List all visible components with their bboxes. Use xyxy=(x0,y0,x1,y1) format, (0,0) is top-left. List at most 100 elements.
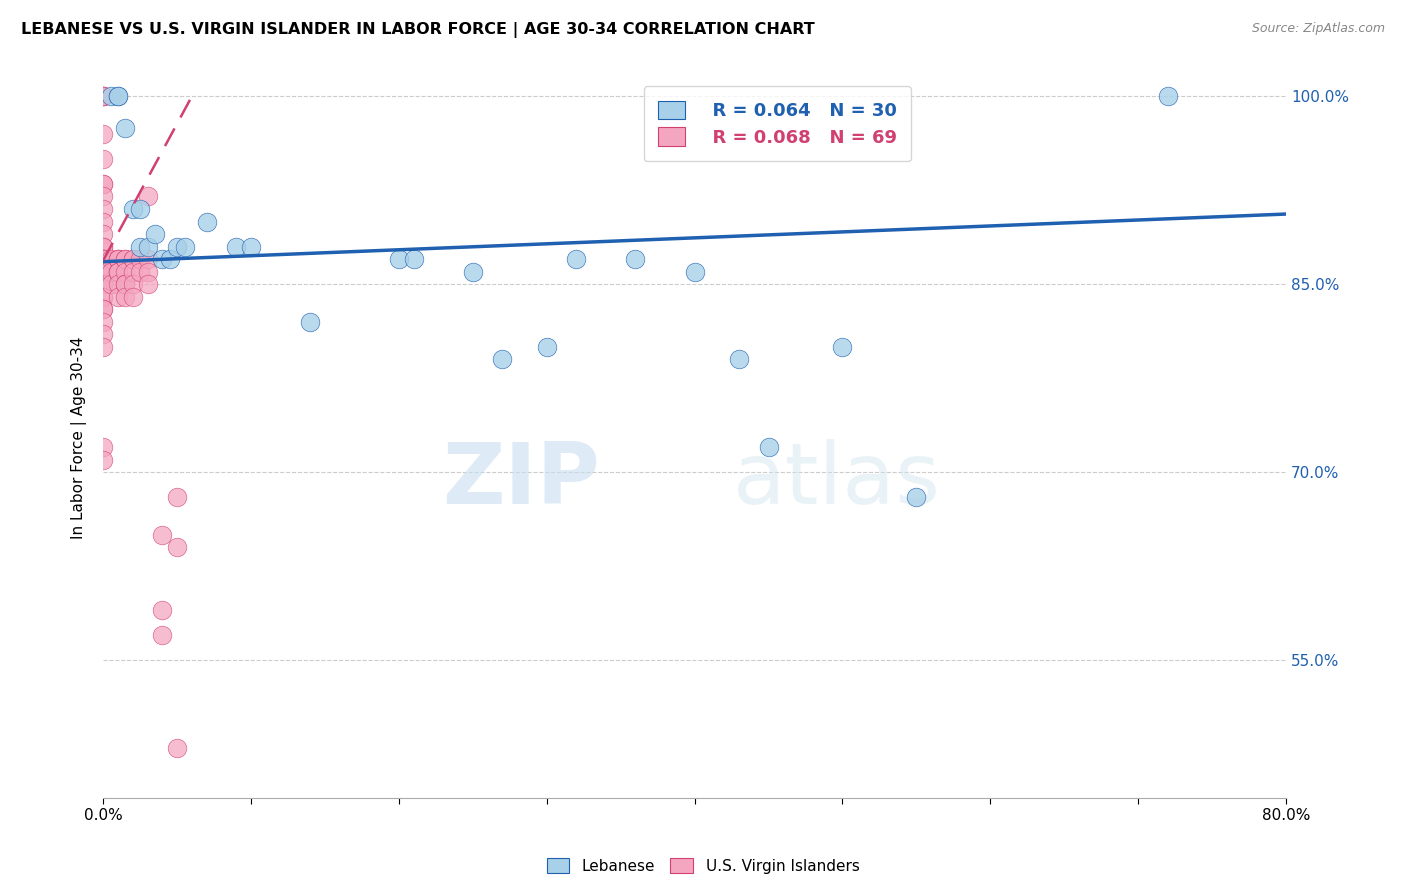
U.S. Virgin Islanders xyxy=(107,252,129,267)
U.S. Virgin Islanders xyxy=(91,290,114,304)
Lebanese xyxy=(624,252,647,267)
U.S. Virgin Islanders xyxy=(114,277,136,292)
U.S. Virgin Islanders xyxy=(114,265,136,279)
U.S. Virgin Islanders xyxy=(114,252,136,267)
Lebanese xyxy=(728,352,751,367)
U.S. Virgin Islanders xyxy=(91,327,114,342)
Lebanese xyxy=(1157,89,1180,103)
U.S. Virgin Islanders xyxy=(91,239,114,253)
U.S. Virgin Islanders xyxy=(91,277,114,292)
Lebanese xyxy=(129,202,152,216)
U.S. Virgin Islanders xyxy=(121,290,143,304)
Lebanese xyxy=(388,252,411,267)
Y-axis label: In Labor Force | Age 30-34: In Labor Force | Age 30-34 xyxy=(72,336,87,539)
Text: ZIP: ZIP xyxy=(443,440,600,523)
U.S. Virgin Islanders xyxy=(107,252,129,267)
U.S. Virgin Islanders xyxy=(91,302,114,317)
Lebanese xyxy=(107,89,129,103)
U.S. Virgin Islanders xyxy=(91,89,114,103)
U.S. Virgin Islanders xyxy=(91,252,114,267)
U.S. Virgin Islanders xyxy=(166,740,188,755)
Lebanese xyxy=(565,252,588,267)
U.S. Virgin Islanders xyxy=(91,227,114,241)
Lebanese xyxy=(173,239,195,253)
U.S. Virgin Islanders xyxy=(91,152,114,166)
Text: LEBANESE VS U.S. VIRGIN ISLANDER IN LABOR FORCE | AGE 30-34 CORRELATION CHART: LEBANESE VS U.S. VIRGIN ISLANDER IN LABO… xyxy=(21,22,815,38)
U.S. Virgin Islanders xyxy=(107,290,129,304)
Lebanese xyxy=(299,315,322,329)
U.S. Virgin Islanders xyxy=(91,277,114,292)
U.S. Virgin Islanders xyxy=(91,315,114,329)
U.S. Virgin Islanders xyxy=(136,189,159,203)
U.S. Virgin Islanders xyxy=(107,265,129,279)
Lebanese xyxy=(129,239,152,253)
U.S. Virgin Islanders xyxy=(100,265,122,279)
U.S. Virgin Islanders xyxy=(91,239,114,253)
Lebanese xyxy=(100,89,122,103)
U.S. Virgin Islanders xyxy=(107,277,129,292)
Legend:   R = 0.064   N = 30,   R = 0.068   N = 69: R = 0.064 N = 30, R = 0.068 N = 69 xyxy=(644,87,911,161)
Lebanese xyxy=(905,490,928,504)
U.S. Virgin Islanders xyxy=(150,628,173,642)
U.S. Virgin Islanders xyxy=(100,252,122,267)
U.S. Virgin Islanders xyxy=(91,265,114,279)
U.S. Virgin Islanders xyxy=(91,202,114,216)
U.S. Virgin Islanders xyxy=(91,214,114,228)
Lebanese xyxy=(136,239,159,253)
U.S. Virgin Islanders xyxy=(91,252,114,267)
U.S. Virgin Islanders xyxy=(91,252,114,267)
U.S. Virgin Islanders xyxy=(121,252,143,267)
U.S. Virgin Islanders xyxy=(91,340,114,354)
Lebanese xyxy=(143,227,166,241)
U.S. Virgin Islanders xyxy=(91,89,114,103)
U.S. Virgin Islanders xyxy=(107,265,129,279)
U.S. Virgin Islanders xyxy=(91,265,114,279)
Lebanese xyxy=(831,340,853,354)
Lebanese xyxy=(166,239,188,253)
Lebanese xyxy=(107,89,129,103)
Lebanese xyxy=(461,265,484,279)
Lebanese xyxy=(121,202,143,216)
U.S. Virgin Islanders xyxy=(121,265,143,279)
U.S. Virgin Islanders xyxy=(91,265,114,279)
Text: Source: ZipAtlas.com: Source: ZipAtlas.com xyxy=(1251,22,1385,36)
U.S. Virgin Islanders xyxy=(129,252,152,267)
U.S. Virgin Islanders xyxy=(91,89,114,103)
U.S. Virgin Islanders xyxy=(129,265,152,279)
U.S. Virgin Islanders xyxy=(91,277,114,292)
U.S. Virgin Islanders xyxy=(91,252,114,267)
U.S. Virgin Islanders xyxy=(91,89,114,103)
U.S. Virgin Islanders xyxy=(91,189,114,203)
U.S. Virgin Islanders xyxy=(136,265,159,279)
U.S. Virgin Islanders xyxy=(107,252,129,267)
U.S. Virgin Islanders xyxy=(91,127,114,141)
Lebanese xyxy=(150,252,173,267)
U.S. Virgin Islanders xyxy=(91,177,114,191)
Lebanese xyxy=(195,214,218,228)
Lebanese xyxy=(114,120,136,135)
U.S. Virgin Islanders xyxy=(91,302,114,317)
Lebanese xyxy=(491,352,513,367)
Legend: Lebanese, U.S. Virgin Islanders: Lebanese, U.S. Virgin Islanders xyxy=(540,852,866,880)
Lebanese xyxy=(758,440,780,454)
U.S. Virgin Islanders xyxy=(107,265,129,279)
U.S. Virgin Islanders xyxy=(114,277,136,292)
U.S. Virgin Islanders xyxy=(121,277,143,292)
Lebanese xyxy=(402,252,425,267)
Lebanese xyxy=(536,340,558,354)
U.S. Virgin Islanders xyxy=(91,452,114,467)
U.S. Virgin Islanders xyxy=(136,277,159,292)
U.S. Virgin Islanders xyxy=(150,603,173,617)
U.S. Virgin Islanders xyxy=(166,541,188,555)
U.S. Virgin Islanders xyxy=(121,252,143,267)
U.S. Virgin Islanders xyxy=(100,277,122,292)
U.S. Virgin Islanders xyxy=(136,252,159,267)
Lebanese xyxy=(225,239,247,253)
U.S. Virgin Islanders xyxy=(114,252,136,267)
U.S. Virgin Islanders xyxy=(91,177,114,191)
U.S. Virgin Islanders xyxy=(166,490,188,504)
Lebanese xyxy=(683,265,706,279)
Text: atlas: atlas xyxy=(733,440,941,523)
Lebanese xyxy=(240,239,263,253)
U.S. Virgin Islanders xyxy=(114,290,136,304)
